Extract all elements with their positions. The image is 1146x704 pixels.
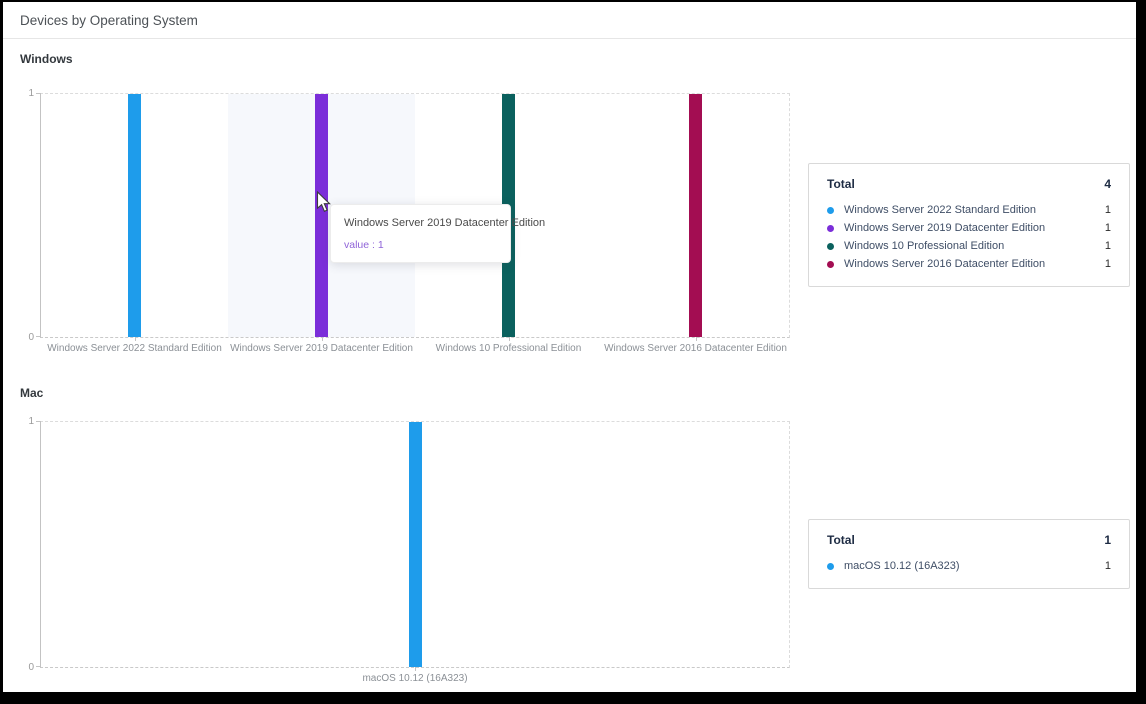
bar-windows-server-2016-datacenter-edition[interactable]	[689, 94, 702, 337]
legend-item-value: 1	[1104, 560, 1111, 572]
legend-item-value: 1	[1104, 204, 1111, 216]
legend-item-value: 1	[1104, 258, 1111, 270]
y-axis-tick-label: 0	[28, 662, 34, 673]
legend-item-label: Windows Server 2022 Standard Edition	[844, 204, 1036, 216]
legend-item[interactable]: Windows Server 2019 Datacenter Edition 1	[827, 219, 1111, 237]
legend-items: macOS 10.12 (16A323) 1	[809, 553, 1129, 588]
windows-legend-panel: Total 4 Windows Server 2022 Standard Edi…	[808, 163, 1130, 287]
legend-color-dot	[827, 224, 834, 232]
legend-item-label: Windows Server 2016 Datacenter Edition	[844, 258, 1046, 270]
legend-header: Total 1	[809, 520, 1129, 553]
bar-windows-server-2019-datacenter-edition[interactable]	[315, 94, 328, 337]
x-axis-tick	[508, 337, 510, 341]
section-label-mac: Mac	[20, 386, 44, 400]
legend-item[interactable]: macOS 10.12 (16A323) 1	[827, 557, 1111, 575]
bar-macos-10-12-16a323-[interactable]	[408, 422, 422, 667]
legend-color-dot	[827, 260, 834, 268]
legend-item-value: 1	[1104, 240, 1111, 252]
legend-item[interactable]: Windows Server 2022 Standard Edition 1	[827, 201, 1111, 219]
legend-item-label: Windows Server 2019 Datacenter Edition	[844, 222, 1046, 234]
windows-bar-chart: Windows Server 2022 Standard Edition Wind…	[28, 88, 790, 354]
page-header: Devices by Operating System	[3, 2, 1136, 39]
y-axis-tick-label: 1	[28, 416, 34, 427]
legend-item-label: macOS 10.12 (16A323)	[844, 560, 960, 572]
legend-total-label: Total	[827, 177, 855, 191]
y-axis-tick	[36, 421, 41, 422]
legend-color-dot	[827, 206, 834, 214]
legend-item[interactable]: Windows Server 2016 Datacenter Edition 1	[827, 255, 1111, 273]
mac-bar-chart: macOS 10.12 (16A323) 1 0	[28, 416, 790, 684]
bar-windows-server-2022-standard-edition[interactable]	[128, 94, 141, 337]
x-axis-tick	[134, 337, 136, 341]
legend-item-label: Windows 10 Professional Edition	[844, 240, 1005, 252]
x-axis-category-label: Windows Server 2022 Standard Edition	[47, 343, 222, 354]
y-axis-tick	[36, 666, 41, 667]
legend-total-value: 4	[1104, 177, 1111, 191]
legend-color-dot	[827, 562, 834, 570]
x-axis-category-label: Windows 10 Professional Edition	[435, 343, 582, 354]
legend-header: Total 4	[809, 164, 1129, 197]
x-axis-category-label: Windows Server 2016 Datacenter Edition	[604, 343, 787, 354]
tooltip-title: Windows Server 2019 Datacenter Edition	[344, 217, 546, 229]
mac-legend-panel: Total 1 macOS 10.12 (16A323) 1	[808, 519, 1130, 589]
x-axis-tick	[321, 337, 323, 341]
legend-color-dot	[827, 242, 834, 250]
x-axis-category-label: macOS 10.12 (16A323)	[362, 673, 468, 684]
x-axis-tick	[415, 667, 416, 671]
chart-tooltip: Windows Server 2019 Datacenter Edition v…	[330, 204, 546, 263]
section-label-windows: Windows	[20, 52, 73, 66]
mouse-cursor-icon	[316, 191, 331, 213]
tooltip-value: value : 1	[344, 239, 384, 251]
x-axis-tick	[695, 337, 697, 341]
legend-item-value: 1	[1104, 222, 1111, 234]
y-axis-tick	[36, 93, 41, 94]
y-axis-tick	[36, 336, 41, 337]
legend-total-label: Total	[827, 533, 855, 547]
page-title: Devices by Operating System	[20, 12, 198, 28]
legend-total-value: 1	[1104, 533, 1111, 547]
y-axis-tick-label: 0	[28, 332, 34, 343]
legend-items: Windows Server 2022 Standard Edition 1 Win…	[809, 197, 1129, 286]
y-axis-tick-label: 1	[28, 88, 34, 99]
legend-item[interactable]: Windows 10 Professional Edition 1	[827, 237, 1111, 255]
x-axis-category-label: Windows Server 2019 Datacenter Edition	[230, 343, 413, 354]
